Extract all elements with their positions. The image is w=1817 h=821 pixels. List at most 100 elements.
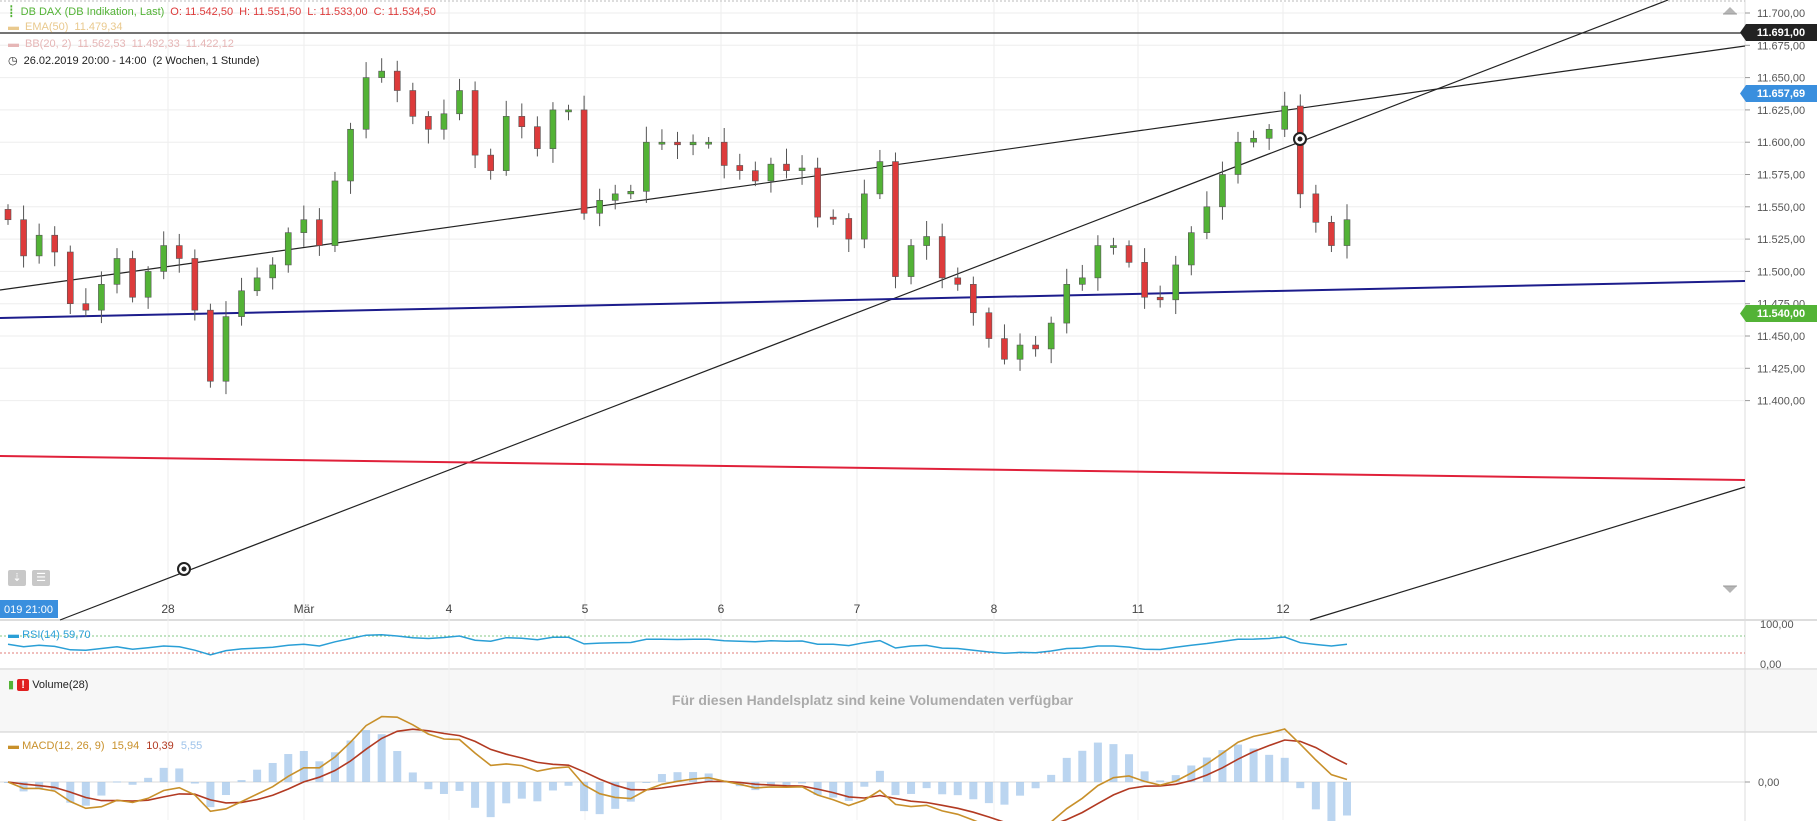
candle-body: [736, 165, 744, 171]
candle-body: [814, 167, 821, 218]
macd-hist-bar: [891, 782, 900, 796]
macd-hist-bar: [907, 782, 916, 794]
time-tick-label: 8: [991, 602, 998, 616]
macd-hist-bar: [315, 761, 324, 782]
candle-body: [907, 245, 915, 277]
chart-icon: ┋: [8, 6, 15, 18]
macd-hist-bar: [1343, 782, 1351, 816]
period-legend: ◷ 26.02.2019 20:00 - 14:00 (2 Wochen, 1 St…: [8, 55, 260, 67]
macd-hist-bar: [159, 767, 168, 782]
bb-legend[interactable]: ▬ BB(20, 2) 11.562,53 11.492,33 11.422,12: [8, 38, 234, 50]
macd-hist-bar: [1062, 757, 1071, 782]
candle-body: [51, 234, 59, 253]
macd-hist-bar: [860, 782, 869, 787]
candle-body: [1343, 219, 1351, 246]
red-support-line: [0, 455, 1746, 481]
candle-body: [1203, 206, 1211, 233]
layers-icon[interactable]: ☰: [32, 570, 50, 586]
candle-body: [674, 141, 681, 146]
rsi-legend[interactable]: ▬ RSI(14) 59,70: [8, 629, 91, 641]
time-tick-label: 11: [1132, 602, 1145, 616]
current-time-marker: 019 21:00: [0, 600, 58, 618]
macd-hist-bar: [1140, 771, 1149, 782]
macd-hist-bar: [253, 769, 262, 782]
macd-hist-bar: [564, 782, 573, 786]
candle-body: [689, 141, 697, 146]
candle-body: [752, 170, 759, 182]
candle-body: [1312, 193, 1320, 223]
candle-body: [596, 200, 603, 214]
macd-hist-bar: [1265, 754, 1274, 782]
ema-legend[interactable]: ▬ EMA(50) 11.479,34: [8, 21, 123, 33]
candle-body: [534, 126, 541, 149]
volume-panel-bg: [0, 670, 1817, 732]
macd-hist-bar: [1016, 782, 1025, 796]
candle-body: [1063, 284, 1071, 324]
macd-hist-bar: [377, 734, 386, 782]
macd-hist-bar: [1218, 750, 1227, 782]
candle-body: [720, 141, 728, 166]
candle-body: [160, 245, 167, 272]
candle-body: [1110, 245, 1117, 248]
candle-body: [175, 245, 183, 259]
candle-body: [35, 234, 43, 257]
time-tick-label: 12: [1276, 602, 1290, 616]
volume-legend[interactable]: ▮ ! Volume(28): [8, 679, 89, 691]
macd-legend[interactable]: ▬ MACD(12, 26, 9) 15,94 10,39 5,55: [8, 740, 203, 752]
candle-body: [253, 277, 261, 292]
macd-hist-bar: [206, 782, 215, 808]
macd-line: [7, 715, 1348, 821]
rising-trendline: [59, 0, 1669, 621]
macd-hist-bar: [268, 762, 277, 782]
macd-hist-bar: [128, 782, 137, 785]
macd-hist-bar: [1296, 782, 1305, 789]
macd-hist-bar: [1047, 774, 1056, 782]
macd-hist-bar: [829, 782, 838, 798]
download-icon[interactable]: ⇣: [8, 570, 26, 586]
svg-text:0,00: 0,00: [1758, 777, 1779, 789]
time-tick-label: Mär: [294, 602, 315, 616]
instrument-name: DB DAX (DB Indikation, Last): [20, 6, 165, 18]
candle-body: [1125, 245, 1133, 263]
macd-hist-bar: [1249, 748, 1258, 782]
candle-body: [347, 128, 354, 182]
candle-body: [767, 163, 775, 182]
price-tick-label: 11.525,00: [1757, 234, 1805, 246]
candle-body: [1265, 128, 1273, 139]
macd-hist-bar: [673, 772, 682, 782]
candle-body: [565, 109, 572, 113]
candle-body: [1032, 344, 1039, 350]
macd-hist-bar: [517, 782, 526, 799]
price-tick-label: 11.450,00: [1757, 331, 1805, 343]
macd-hist-bar: [81, 782, 90, 806]
candle-body: [82, 303, 90, 311]
macd-hist-bar: [642, 782, 651, 783]
lower-right-trendline: [1309, 486, 1746, 621]
candle-body: [300, 219, 308, 233]
candle-body: [627, 190, 635, 195]
macd-hist-bar: [455, 782, 464, 791]
candle-body: [1250, 138, 1257, 143]
macd-hist-bar: [875, 770, 884, 782]
macd-hist-bar: [548, 782, 557, 791]
macd-hist-bar: [938, 782, 947, 795]
candle-body: [191, 258, 199, 311]
candle-body: [845, 218, 853, 240]
candle-body: [409, 90, 417, 117]
candle-body: [970, 284, 977, 314]
macd-hist-bar: [1311, 782, 1320, 810]
time-axis: 28 Mär 4 5 6 7 8 11 12: [161, 602, 1290, 616]
macd-hist-bar: [1171, 775, 1180, 782]
macd-hist-bar: [689, 772, 698, 782]
price-tick-label: 11.700,00: [1757, 8, 1805, 20]
candlestick-series: [4, 58, 1351, 395]
candle-body: [20, 219, 27, 257]
candle-body: [643, 141, 650, 192]
macd-hist-bar: [19, 782, 28, 792]
instrument-legend: ┋ DB DAX (DB Indikation, Last) O: 11.542,5…: [8, 5, 442, 19]
macd-hist-bar: [237, 780, 246, 782]
macd-hist-bar: [190, 782, 199, 784]
candle-body: [549, 109, 557, 149]
